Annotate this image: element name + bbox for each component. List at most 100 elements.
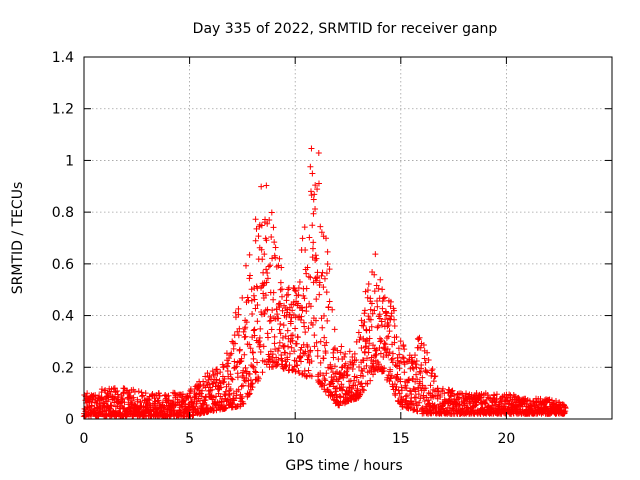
data-point (205, 376, 212, 383)
data-point (277, 330, 284, 337)
data-point (303, 270, 310, 277)
data-point (322, 349, 329, 356)
data-point (298, 313, 305, 320)
data-point (259, 369, 266, 376)
data-point (343, 372, 350, 379)
data-point (457, 390, 464, 397)
data-point (334, 378, 341, 385)
data-point (358, 317, 365, 324)
data-point (239, 294, 246, 301)
data-point (250, 349, 257, 356)
data-point (228, 350, 235, 357)
plot-frame (83, 56, 613, 420)
data-point (459, 391, 466, 398)
data-point (370, 342, 377, 349)
data-point (379, 286, 386, 293)
data-point (322, 377, 329, 384)
data-point (367, 377, 374, 384)
data-point (333, 391, 340, 398)
data-point (305, 353, 312, 360)
y-tick-label: 0.2 (52, 360, 74, 376)
data-point (209, 380, 216, 387)
data-point (256, 334, 263, 341)
data-point (264, 306, 271, 313)
data-point (282, 349, 289, 356)
data-point (264, 334, 271, 341)
data-point (295, 291, 302, 298)
data-point (174, 396, 181, 403)
data-point (364, 380, 371, 387)
data-point (232, 314, 239, 321)
data-point (250, 327, 257, 334)
data-point (408, 401, 415, 408)
data-point (372, 251, 379, 258)
data-point (272, 244, 279, 251)
data-point (313, 296, 320, 303)
data-point (366, 327, 373, 334)
y-axis-label: SRMTID / TECUs (10, 182, 26, 295)
y-tick-label: 0.4 (52, 309, 74, 325)
data-point (331, 363, 338, 370)
data-point (254, 302, 261, 309)
data-point (337, 349, 344, 356)
data-point (315, 180, 322, 187)
data-point (311, 343, 318, 350)
data-point (416, 368, 423, 375)
data-point (385, 333, 392, 340)
data-point (279, 293, 286, 300)
data-point (145, 396, 152, 403)
data-point (325, 303, 332, 310)
data-point (394, 371, 401, 378)
data-point (370, 371, 377, 378)
data-point (236, 325, 243, 332)
data-point (391, 339, 398, 346)
data-point (266, 216, 273, 223)
data-point (360, 387, 367, 394)
data-point (310, 196, 317, 203)
data-point (413, 358, 420, 365)
data-point (199, 400, 206, 407)
data-point (292, 325, 299, 332)
data-point (240, 328, 247, 335)
data-point (114, 388, 121, 395)
data-point (276, 255, 283, 262)
data-point (391, 316, 398, 323)
data-point (437, 391, 444, 398)
data-point (314, 269, 321, 276)
x-tick-label: 20 (497, 431, 515, 447)
data-point (307, 163, 314, 170)
data-point (324, 248, 331, 255)
data-point (313, 255, 320, 262)
data-point (331, 326, 338, 333)
data-point (304, 343, 311, 350)
data-point (414, 408, 421, 415)
data-point (330, 396, 337, 403)
data-point (222, 388, 229, 395)
data-point (289, 307, 296, 314)
data-point (241, 351, 248, 358)
data-point (264, 270, 271, 277)
data-point (429, 366, 436, 373)
data-point (256, 338, 263, 345)
data-point (254, 318, 261, 325)
data-point (312, 317, 319, 324)
data-point (408, 354, 415, 361)
data-point (342, 391, 349, 398)
data-point (237, 358, 244, 365)
x-tick-label: 5 (185, 431, 194, 447)
data-point (424, 369, 431, 376)
data-point (376, 345, 383, 352)
data-point (378, 364, 385, 371)
data-point (259, 256, 266, 263)
data-point (327, 361, 334, 368)
data-point (255, 233, 262, 240)
data-point (209, 386, 216, 393)
data-point (401, 369, 408, 376)
data-point (374, 303, 381, 310)
data-point (343, 368, 350, 375)
data-point (373, 282, 380, 289)
data-point (248, 286, 255, 293)
data-point (312, 252, 319, 259)
data-point (320, 284, 327, 291)
data-point (304, 264, 311, 271)
